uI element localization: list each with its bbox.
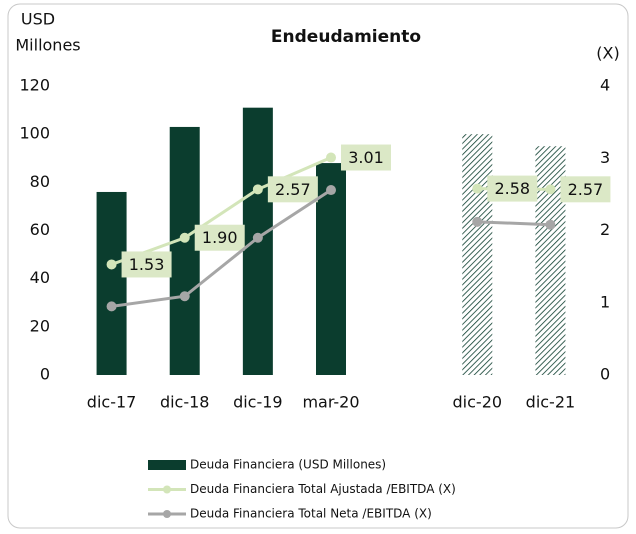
marker [545, 184, 556, 195]
y-tick-label: 0 [40, 365, 50, 384]
data-label: 3.01 [348, 148, 384, 167]
data-label-box [341, 144, 391, 171]
data-label-box [121, 251, 172, 278]
y-tick-label: 100 [19, 124, 50, 143]
data-label-box [194, 224, 245, 251]
y-tick-label: 80 [30, 172, 50, 191]
data-label: 2.57 [275, 180, 311, 199]
marker [472, 183, 483, 194]
y-axis-label: USD [21, 10, 55, 29]
marker [326, 185, 336, 196]
y2-tick-label: 2 [600, 220, 610, 239]
x-tick-label: mar-20 [302, 393, 359, 412]
marker [545, 219, 556, 230]
legend-swatch [148, 460, 186, 470]
line [111, 188, 551, 308]
marker [252, 232, 263, 243]
y2-tick-label: 4 [600, 76, 610, 95]
chart-title: Endeudamiento [271, 27, 421, 47]
legend-swatch [163, 510, 171, 518]
bar [316, 163, 346, 375]
x-tick-label: dic-20 [453, 393, 503, 412]
marker [179, 232, 190, 243]
data-label: 2.58 [494, 179, 530, 198]
data-label: 2.57 [568, 180, 604, 199]
data-label: 1.90 [202, 228, 238, 247]
legend-label: Deuda Financiera Total Neta /EBITDA (X) [190, 507, 432, 521]
x-tick-label: dic-21 [526, 393, 576, 412]
marker [106, 259, 117, 270]
data-label-box [267, 176, 318, 203]
bar [96, 191, 127, 375]
y-tick-label: 60 [30, 220, 50, 239]
legend-label: Deuda Financiera Total Ajustada /EBITDA … [190, 482, 456, 496]
marker [106, 301, 117, 312]
y2-axis-label: (X) [596, 44, 619, 63]
x-tick-label: dic-18 [160, 393, 210, 412]
y-tick-label: 20 [30, 316, 50, 335]
bar [462, 134, 493, 375]
x-tick-label: dic-19 [233, 393, 283, 412]
data-label-box [487, 175, 538, 202]
data-label-box [560, 176, 611, 203]
y-axis-label: Millones [15, 36, 80, 55]
bar [169, 126, 200, 375]
marker [326, 152, 336, 163]
y2-tick-label: 3 [600, 148, 610, 167]
y2-tick-label: 1 [600, 292, 610, 311]
marker [252, 184, 263, 195]
legend-label: Deuda Financiera (USD Millones) [190, 458, 386, 472]
y2-tick-label: 0 [600, 365, 610, 384]
x-tick-label: dic-17 [87, 393, 137, 412]
marker [472, 216, 483, 227]
y-tick-label: 120 [19, 76, 50, 95]
data-label: 1.53 [129, 255, 165, 274]
y-tick-label: 40 [30, 268, 50, 287]
legend-swatch [163, 485, 171, 494]
marker [179, 291, 190, 302]
